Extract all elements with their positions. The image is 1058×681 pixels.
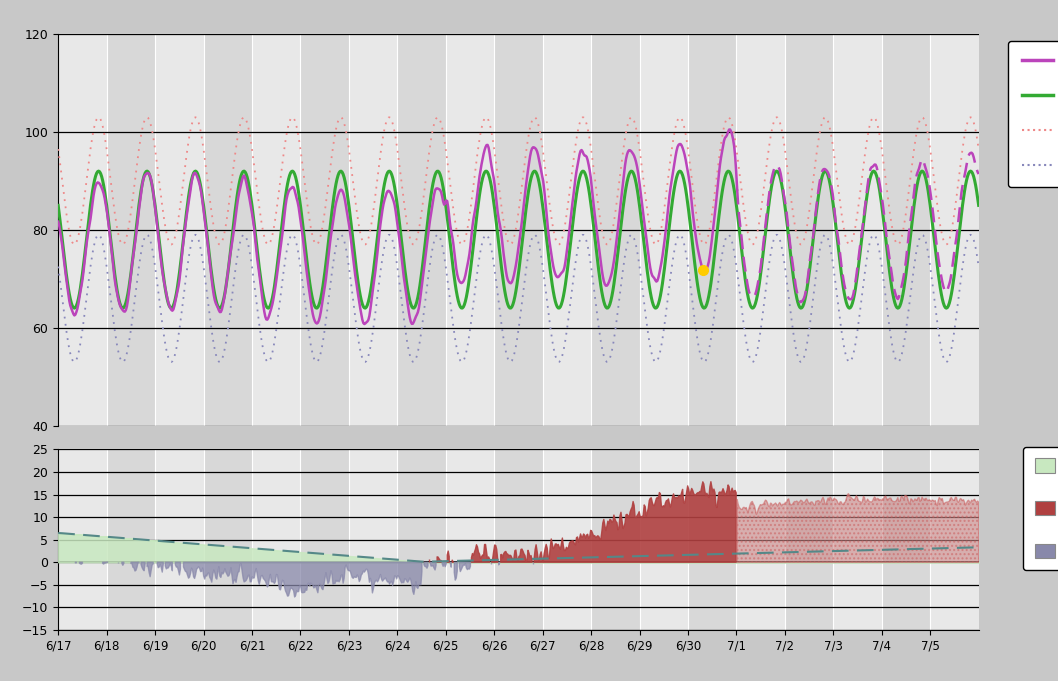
Bar xyxy=(543,34,591,426)
Bar xyxy=(930,449,979,630)
Bar xyxy=(591,449,639,630)
Bar xyxy=(494,34,543,426)
Bar xyxy=(834,449,881,630)
Bar xyxy=(156,449,203,630)
Bar xyxy=(688,34,736,426)
Bar xyxy=(252,34,300,426)
Bar xyxy=(203,449,252,630)
Bar xyxy=(156,34,203,426)
Bar xyxy=(349,34,398,426)
Bar xyxy=(881,34,930,426)
Bar xyxy=(736,449,785,630)
Bar xyxy=(445,449,494,630)
Bar xyxy=(785,449,834,630)
Bar xyxy=(203,34,252,426)
Bar xyxy=(639,449,688,630)
Bar xyxy=(58,34,107,426)
Legend: , , , : , , , xyxy=(1008,41,1058,187)
Legend: , , : , , xyxy=(1023,447,1058,569)
Bar xyxy=(398,34,445,426)
Bar xyxy=(834,34,881,426)
Bar xyxy=(688,449,736,630)
Bar xyxy=(591,34,639,426)
Bar xyxy=(445,34,494,426)
Bar xyxy=(252,449,300,630)
Bar xyxy=(300,449,349,630)
Bar xyxy=(494,449,543,630)
Bar xyxy=(543,449,591,630)
Bar xyxy=(881,449,930,630)
Bar xyxy=(639,34,688,426)
Bar xyxy=(785,34,834,426)
Bar xyxy=(58,449,107,630)
Bar xyxy=(300,34,349,426)
Bar xyxy=(107,449,156,630)
Bar xyxy=(398,449,445,630)
Bar xyxy=(349,449,398,630)
Bar xyxy=(107,34,156,426)
Bar xyxy=(930,34,979,426)
Bar xyxy=(736,34,785,426)
